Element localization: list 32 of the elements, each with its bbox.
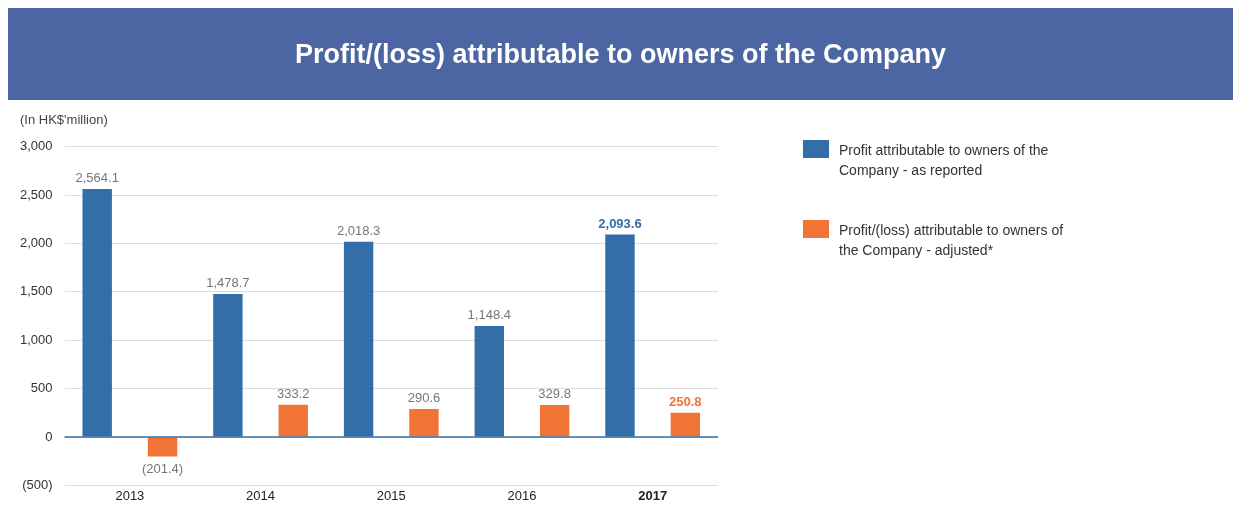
y-tick-label: 2,500	[19, 186, 53, 202]
data-label: 1,148.4	[467, 307, 511, 323]
legend-label: Profit attributable to owners of the Company - as reported	[839, 141, 1050, 180]
data-label: 2,093.6	[598, 215, 642, 231]
data-label: (201.4)	[141, 460, 184, 476]
y-tick-label: 0	[45, 428, 53, 444]
data-label: 2,564.1	[75, 170, 119, 186]
x-tick-label: 2017	[638, 487, 668, 503]
x-tick-label: 2015	[376, 487, 406, 503]
x-tick-label: 2014	[246, 487, 276, 503]
y-tick-label: (500)	[22, 476, 53, 492]
data-label: 333.2	[276, 385, 310, 401]
x-tick-label: 2013	[115, 487, 145, 503]
y-tick-label: 1,500	[19, 283, 53, 299]
y-tick-label: 500	[30, 380, 53, 396]
legend-label: Profit/(loss) attributable to owners of the Company - adjusted*	[839, 221, 1065, 260]
y-tick-label: 3,000	[19, 138, 53, 154]
y-axis-title: (In HK$'million)	[20, 112, 109, 127]
data-label: 250.8	[669, 393, 702, 409]
y-tick-label: 2,000	[19, 235, 53, 251]
bar	[278, 404, 308, 437]
data-label: 329.8	[538, 386, 571, 402]
x-tick-label: 2016	[507, 487, 537, 503]
data-label: 1,478.7	[206, 275, 250, 291]
data-label: 290.6	[407, 389, 441, 405]
bar	[147, 437, 178, 457]
y-tick-label: 1,000	[19, 331, 53, 347]
data-label: 2,018.3	[336, 222, 381, 238]
bar	[539, 405, 570, 437]
bar	[409, 408, 439, 437]
chart-title: Profit/(loss) attributable to owners of the Company	[8, 8, 1233, 100]
bar	[670, 412, 701, 437]
